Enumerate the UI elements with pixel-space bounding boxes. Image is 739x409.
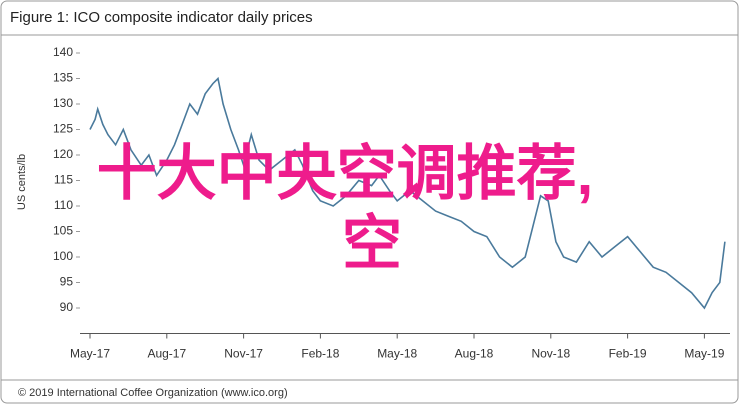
x-tick-label: Aug-18 [455,347,494,361]
x-tick-label: Aug-17 [147,347,186,361]
chart-title: Figure 1: ICO composite indicator daily … [10,9,313,26]
y-tick-label: 90 [60,300,74,314]
y-tick-label: 140 [53,45,73,59]
price-line [89,76,726,310]
x-tick-label: Feb-18 [301,347,339,361]
y-tick-label: 125 [53,122,73,136]
x-tick-label: Feb-19 [609,347,647,361]
y-tick-label: 135 [53,71,73,85]
x-tick-label: May-18 [377,347,417,361]
y-tick-label: 130 [53,96,73,110]
x-tick-label: May-17 [70,347,110,361]
x-tick-label: May-19 [684,347,724,361]
y-tick-label: 110 [54,198,73,212]
y-tick-label: 120 [53,147,73,161]
y-tick-label: 95 [60,275,74,289]
y-axis-label: US cents/lb [16,154,28,210]
x-tick-label: Nov-18 [531,347,570,361]
y-tick-label: 105 [53,224,73,238]
footer: © 2019 International Coffee Organization… [18,387,288,399]
y-tick-label: 115 [54,173,73,187]
x-tick-label: Nov-17 [224,347,263,361]
y-tick-label: 100 [53,249,73,263]
overlay-text: 十大中央空调推荐, [97,140,594,207]
plot: 90 95 100 105 110 115 120 125 130 135 140 May-17 Aug… [53,45,730,361]
overlay-text: 空 [342,210,402,277]
